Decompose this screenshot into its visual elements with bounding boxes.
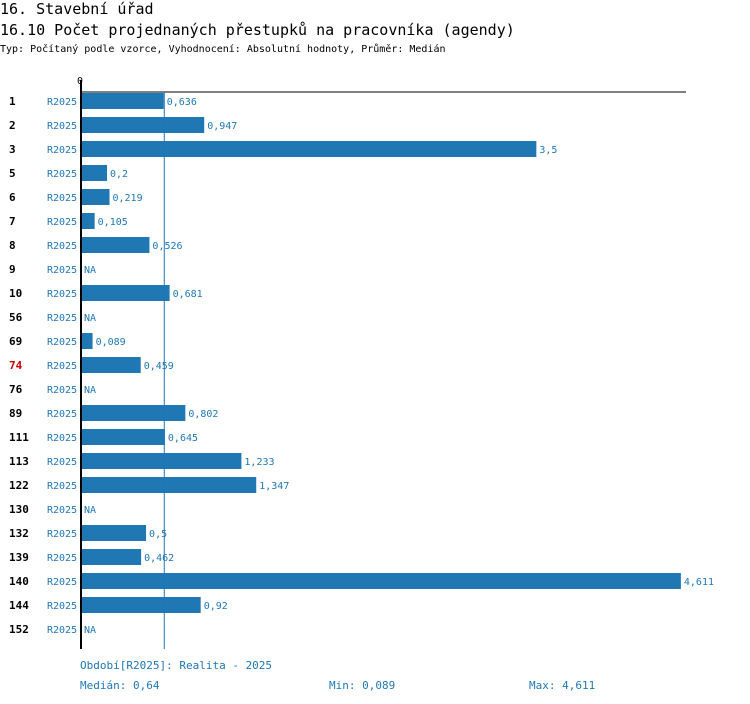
row-series: R2025 [47, 361, 77, 372]
row-id: 152 [9, 623, 29, 636]
row-series: R2025 [47, 193, 77, 204]
median-stat: Medián: 0,64 [80, 679, 160, 692]
row-id: 113 [9, 455, 29, 468]
data-label: 0,5 [149, 529, 167, 540]
bar [81, 141, 537, 157]
data-label: 0,459 [144, 361, 174, 372]
bar [81, 453, 242, 469]
row-id: 2 [9, 119, 16, 132]
row-series: R2025 [47, 529, 77, 540]
row-id: 6 [9, 191, 16, 204]
chart-subtitle: Typ: Počítaný podle vzorce, Vyhodnocení:… [0, 44, 446, 55]
row-id: 9 [9, 263, 16, 276]
row-id: 7 [9, 215, 16, 228]
row-series: R2025 [47, 385, 77, 396]
row-id: 130 [9, 503, 29, 516]
min-stat: Min: 0,089 [329, 679, 396, 692]
bar [81, 333, 93, 349]
data-label: 0,802 [188, 409, 218, 420]
bar [81, 93, 164, 109]
data-label: 4,611 [684, 577, 714, 588]
data-label: 3,5 [539, 145, 557, 156]
row-series: R2025 [47, 217, 77, 228]
period-note: Období[R2025]: Realita - 2025 [80, 659, 273, 672]
max-stat: Max: 4,611 [529, 679, 596, 692]
data-label: 0,105 [98, 217, 128, 228]
data-label: 0,219 [112, 193, 142, 204]
row-series: R2025 [47, 409, 77, 420]
row-id: 8 [9, 239, 16, 252]
row-series: R2025 [47, 241, 77, 252]
data-label: NA [84, 265, 96, 276]
bar [81, 549, 142, 565]
data-label: 0,92 [204, 601, 228, 612]
bar [81, 429, 165, 445]
bar [81, 477, 257, 493]
row-series: R2025 [47, 313, 77, 324]
data-label: 0,636 [167, 97, 197, 108]
row-series: R2025 [47, 625, 77, 636]
bar [81, 117, 205, 133]
row-series: R2025 [47, 553, 77, 564]
row-id: 140 [9, 575, 29, 588]
row-series: R2025 [47, 97, 77, 108]
row-id: 144 [9, 599, 29, 612]
data-label: 0,089 [96, 337, 126, 348]
row-series: R2025 [47, 457, 77, 468]
data-label: NA [84, 505, 96, 516]
row-id: 74 [9, 359, 23, 372]
row-series: R2025 [47, 169, 77, 180]
row-id: 56 [9, 311, 23, 324]
row-id: 89 [9, 407, 22, 420]
row-series: R2025 [47, 481, 77, 492]
row-id: 3 [9, 143, 16, 156]
row-id: 5 [9, 167, 16, 180]
data-label: NA [84, 625, 96, 636]
bar [81, 357, 141, 373]
row-series: R2025 [47, 433, 77, 444]
data-label: 1,347 [259, 481, 289, 492]
page-title: 16.10 Počet projednaných přestupků na pr… [0, 21, 515, 39]
row-id: 122 [9, 479, 29, 492]
bar [81, 165, 108, 181]
row-id: 76 [9, 383, 23, 396]
row-id: 10 [9, 287, 22, 300]
row-series: R2025 [47, 145, 77, 156]
data-label: 1,233 [244, 457, 274, 468]
bar [81, 189, 110, 205]
data-label: NA [84, 385, 96, 396]
row-series: R2025 [47, 577, 77, 588]
row-id: 111 [9, 431, 29, 444]
data-label: 0,526 [152, 241, 182, 252]
row-series: R2025 [47, 601, 77, 612]
row-series: R2025 [47, 505, 77, 516]
bar [81, 237, 150, 253]
bar [81, 573, 681, 589]
row-id: 1 [9, 95, 16, 108]
data-label: 0,645 [168, 433, 198, 444]
bar [81, 285, 170, 301]
row-series: R2025 [47, 265, 77, 276]
data-label: NA [84, 313, 96, 324]
bar [81, 405, 186, 421]
row-id: 139 [9, 551, 29, 564]
section-title: 16. Stavební úřad [0, 0, 154, 18]
data-label: 0,947 [207, 121, 237, 132]
bar [81, 525, 147, 541]
bar [81, 213, 95, 229]
data-label: 0,681 [173, 289, 203, 300]
row-series: R2025 [47, 121, 77, 132]
row-series: R2025 [47, 337, 77, 348]
row-series: R2025 [47, 289, 77, 300]
data-label: 0,462 [144, 553, 174, 564]
bar [81, 597, 201, 613]
row-id: 69 [9, 335, 22, 348]
data-label: 0,2 [110, 169, 128, 180]
row-id: 132 [9, 527, 29, 540]
